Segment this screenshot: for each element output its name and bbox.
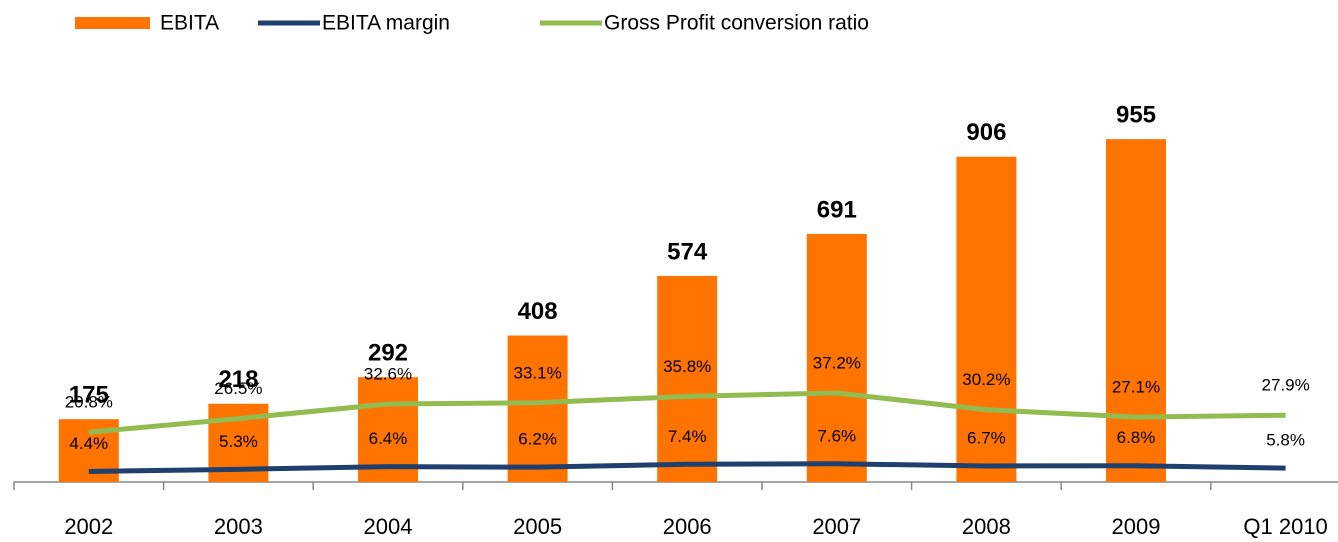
x-tick-label: 2003 [214, 514, 263, 539]
x-tick-label: 2004 [364, 514, 413, 539]
bar [507, 335, 568, 482]
bar [657, 275, 718, 482]
bar-value-label: 906 [966, 119, 1006, 146]
line-value-label: 6.2% [518, 430, 557, 449]
bar [1106, 139, 1166, 482]
line-value-label: 6.7% [967, 428, 1006, 447]
line-series [88, 390, 1286, 435]
x-tick-label: 2002 [64, 514, 113, 539]
line-value-label: 5.8% [1266, 431, 1305, 450]
line-value-label: 6.8% [1117, 428, 1156, 447]
line-value-label: 27.1% [1112, 378, 1160, 397]
line-value-label: 7.4% [668, 427, 707, 446]
line-series [88, 461, 1286, 474]
bar-value-label: 408 [518, 298, 558, 325]
line-value-label: 30.2% [962, 370, 1010, 389]
bar-value-label: 292 [368, 340, 408, 367]
bar-value-label: 175 [69, 382, 109, 409]
line-value-label: 27.9% [1261, 376, 1309, 395]
line-value-label: 5.3% [219, 432, 258, 451]
bar-value-label: 955 [1116, 101, 1156, 128]
line-value-label: 6.4% [369, 429, 408, 448]
bar-value-label: 218 [218, 366, 258, 393]
legend-label: EBITA margin [322, 12, 450, 35]
line-value-label: 7.6% [817, 426, 856, 445]
x-tick-label: 2008 [962, 514, 1011, 539]
bar [956, 156, 1017, 482]
bar [806, 233, 867, 482]
line-value-label: 35.8% [663, 357, 711, 376]
line-value-label: 26.5% [214, 379, 262, 398]
legend-label: EBITA [160, 12, 219, 35]
legend-label: Gross Profit conversion ratio [604, 12, 869, 35]
x-tick-label: 2007 [812, 514, 861, 539]
legend-swatch [75, 17, 150, 29]
line-value-label: 37.2% [813, 353, 861, 372]
x-tick-label: 2006 [663, 514, 712, 539]
line-value-label: 32.6% [364, 364, 412, 383]
line-value-label: 33.1% [513, 363, 561, 382]
x-tick-label: Q1 2010 [1243, 514, 1327, 539]
line-value-label: 4.4% [69, 434, 108, 453]
line-value-label: 20.8% [65, 393, 113, 412]
bar-value-label: 574 [667, 238, 708, 265]
x-tick-label: 2005 [513, 514, 562, 539]
bar-value-label: 691 [817, 196, 857, 223]
x-tick-label: 2009 [1112, 514, 1161, 539]
